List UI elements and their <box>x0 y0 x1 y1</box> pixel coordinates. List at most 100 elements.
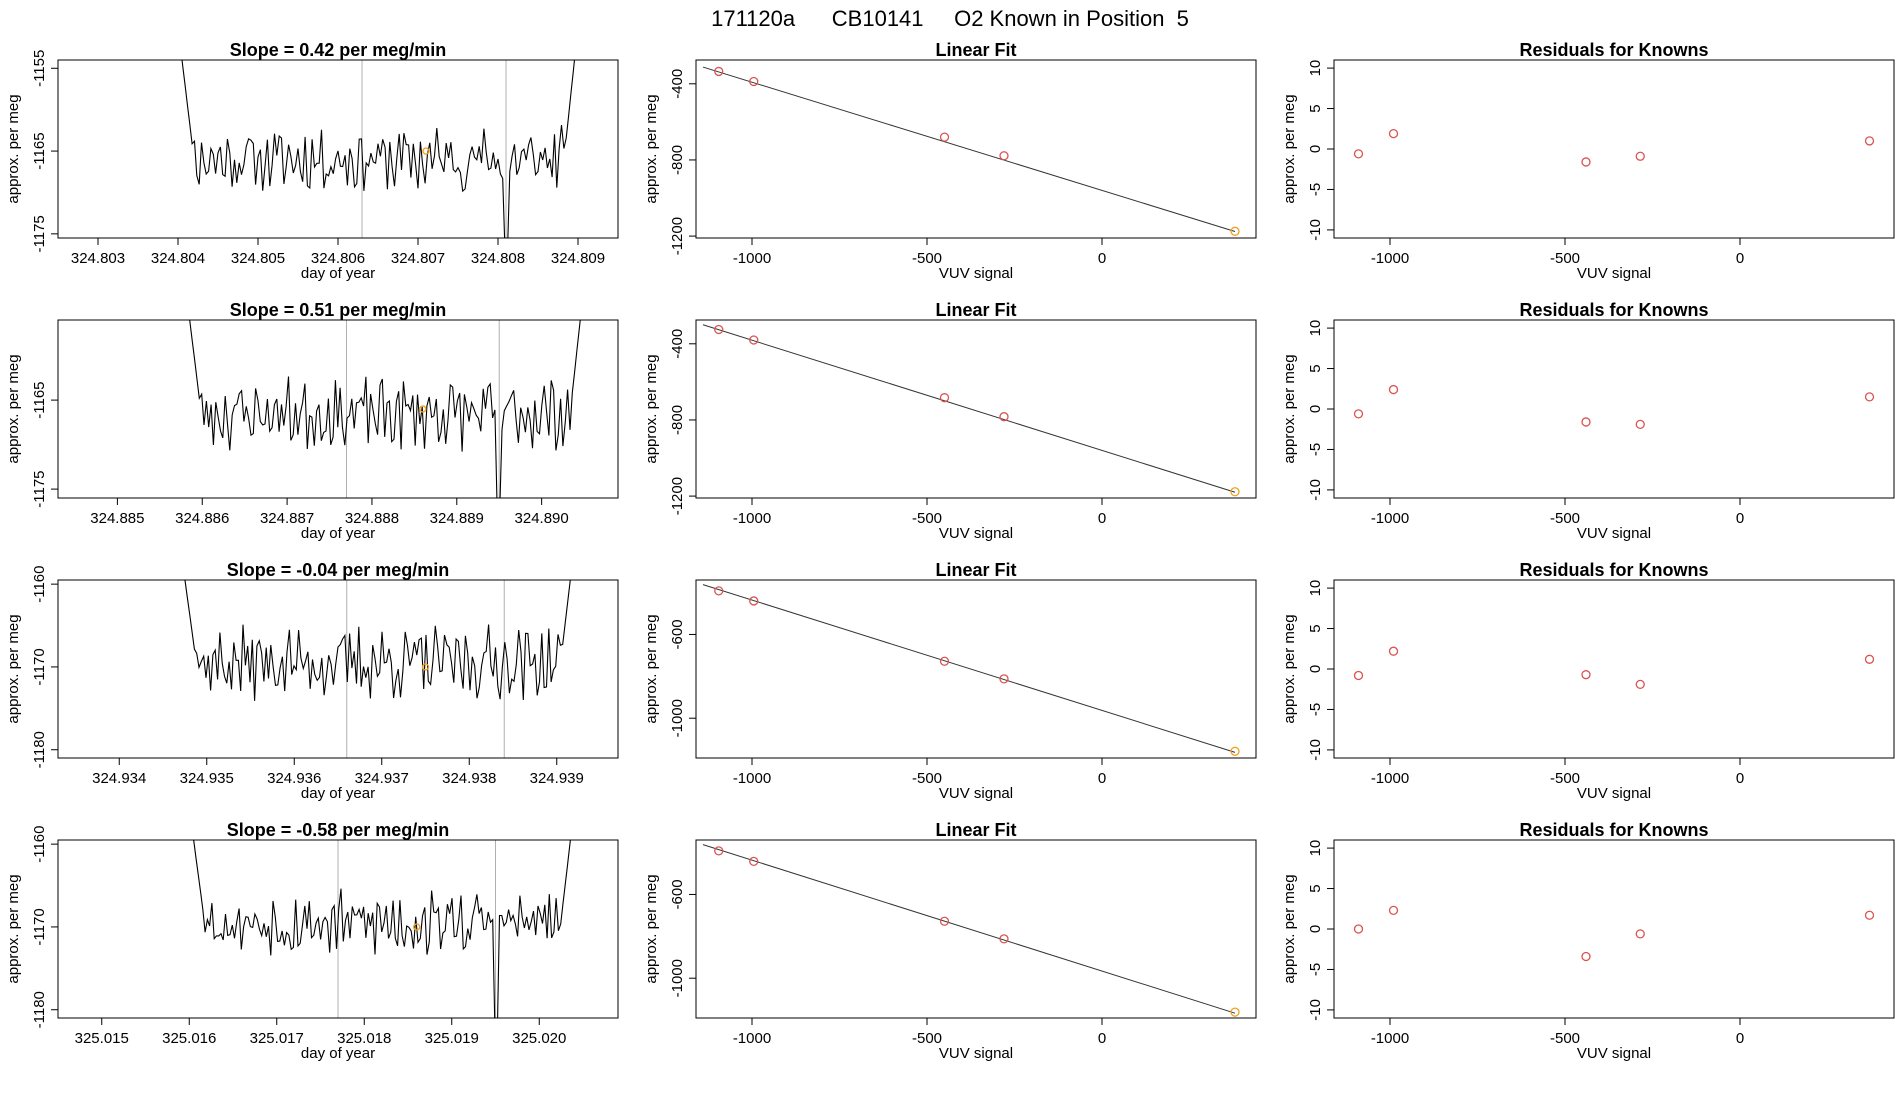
chart-panels: Slope = 0.42 per meg/min 324.803 324.804 32… <box>5 40 1895 1062</box>
x-tick-label: 324.803 <box>71 250 125 267</box>
chart-panel-5: Linear Fit -1000 -500 0 -400 -800 -1200 VUV sig… <box>643 300 1257 542</box>
y-tick-label: 10 <box>1307 320 1324 337</box>
y-tick-label: -1200 <box>669 217 686 255</box>
y-tick-label: 5 <box>1307 624 1324 632</box>
x-tick-label: 324.806 <box>311 250 365 267</box>
y-tick-label: 5 <box>1307 364 1324 372</box>
data-point <box>1581 670 1591 680</box>
chart-panel-12: Residuals for Knowns -1000 -500 0 10 5 0 -5 -10 V… <box>1281 820 1895 1062</box>
chart-panel-1: Slope = 0.42 per meg/min 324.803 324.804 32… <box>5 40 619 282</box>
data-point <box>1581 157 1591 167</box>
highlight-data-point <box>1230 226 1240 236</box>
y-axis-label: approx. per meg <box>643 354 660 463</box>
y-tick-label: -400 <box>669 69 686 99</box>
x-tick-label: 324.807 <box>391 250 445 267</box>
time-series-trace <box>184 580 571 701</box>
data-point <box>749 596 759 606</box>
x-tick-label: 324.804 <box>151 250 205 267</box>
x-axis-label: day of year <box>301 265 375 282</box>
chart-title: Residuals for Knowns <box>1519 40 1708 60</box>
data-point <box>1635 151 1645 161</box>
x-axis-label: VUV signal <box>939 785 1013 802</box>
x-tick-label: 325.016 <box>162 1030 216 1047</box>
x-tick-label: -500 <box>1550 770 1580 787</box>
x-tick-label: 0 <box>1098 510 1106 527</box>
data-point <box>1353 149 1364 159</box>
x-tick-label: 324.885 <box>90 510 144 527</box>
x-tick-label: -1000 <box>733 770 771 787</box>
x-tick-label: -1000 <box>1371 770 1409 787</box>
y-tick-label: -1170 <box>31 908 48 945</box>
y-tick-label: -10 <box>1307 479 1324 501</box>
plot-marks <box>193 840 571 1018</box>
data-point <box>1353 924 1364 934</box>
data-point <box>1635 929 1645 939</box>
x-tick-label: 324.887 <box>260 510 314 527</box>
y-tick-label: 0 <box>1307 665 1324 673</box>
x-axis-label: VUV signal <box>939 265 1013 282</box>
y-axis-label: approx. per meg <box>5 94 22 203</box>
x-tick-label: -500 <box>912 250 942 267</box>
y-tick-label: -1165 <box>31 381 48 418</box>
highlight-point <box>419 405 427 413</box>
y-tick-label: -5 <box>1307 703 1324 716</box>
plot-frame <box>695 579 1257 759</box>
chart-title: Slope = 0.51 per meg/min <box>230 300 447 320</box>
data-point <box>1864 654 1875 664</box>
plot-marks <box>702 66 1240 236</box>
y-axis-label: approx. per meg <box>643 94 660 203</box>
data-point <box>1388 905 1399 916</box>
data-point <box>1864 392 1875 402</box>
y-tick-label: -1170 <box>31 648 48 685</box>
y-tick-label: -1165 <box>31 132 48 169</box>
x-tick-label: 0 <box>1736 250 1744 267</box>
y-axis-label: approx. per meg <box>643 874 660 983</box>
x-tick-label: -500 <box>1550 510 1580 527</box>
x-tick-label: 325.020 <box>512 1030 566 1047</box>
data-point <box>1388 128 1399 139</box>
x-tick-label: 324.809 <box>551 250 605 267</box>
x-axis-label: VUV signal <box>939 1045 1013 1062</box>
x-axis-label: day of year <box>301 1045 375 1062</box>
y-tick-label: -1160 <box>31 826 48 863</box>
y-tick-label: -10 <box>1307 219 1324 241</box>
data-point <box>714 324 724 335</box>
x-axis-label: VUV signal <box>1577 785 1651 802</box>
x-tick-label: 324.889 <box>430 510 484 527</box>
y-tick-label: -5 <box>1307 963 1324 976</box>
chart-title: Residuals for Knowns <box>1519 820 1708 840</box>
plot-frame <box>1333 319 1895 499</box>
data-point <box>749 335 759 345</box>
chart-panel-6: Residuals for Knowns -1000 -500 0 10 5 0 -5 -10 V… <box>1281 300 1895 542</box>
data-point <box>1581 951 1591 962</box>
y-tick-label: 5 <box>1307 884 1324 892</box>
y-tick-label: -10 <box>1307 999 1324 1021</box>
data-point <box>999 934 1009 944</box>
chart-title: Slope = -0.58 per meg/min <box>227 820 450 840</box>
data-point <box>939 916 950 926</box>
x-tick-label: 324.937 <box>355 770 409 787</box>
data-point <box>939 132 950 142</box>
chart-title: Residuals for Knowns <box>1519 560 1708 580</box>
plot-frame <box>695 839 1257 1019</box>
y-axis-label: approx. per meg <box>1281 354 1298 463</box>
x-tick-label: 325.015 <box>75 1030 129 1047</box>
x-axis-label: day of year <box>301 785 375 802</box>
data-point <box>939 393 950 403</box>
data-point <box>1864 910 1875 920</box>
chart-title: Linear Fit <box>935 40 1016 60</box>
plot-frame <box>1333 59 1895 239</box>
chart-panel-10: Slope = -0.58 per meg/min 325.015 325.016 3… <box>5 820 619 1062</box>
plot-marks <box>702 844 1240 1017</box>
data-point <box>1581 417 1591 427</box>
chart-title: Slope = 0.42 per meg/min <box>230 40 447 60</box>
data-point <box>714 66 724 77</box>
x-tick-label: -500 <box>1550 1030 1580 1047</box>
chart-panel-9: Residuals for Knowns -1000 -500 0 10 5 0 -5 -10 V… <box>1281 560 1895 802</box>
x-tick-label: 325.017 <box>250 1030 304 1047</box>
plot-frame <box>57 579 619 759</box>
data-point <box>1388 646 1399 656</box>
data-point <box>749 76 759 87</box>
